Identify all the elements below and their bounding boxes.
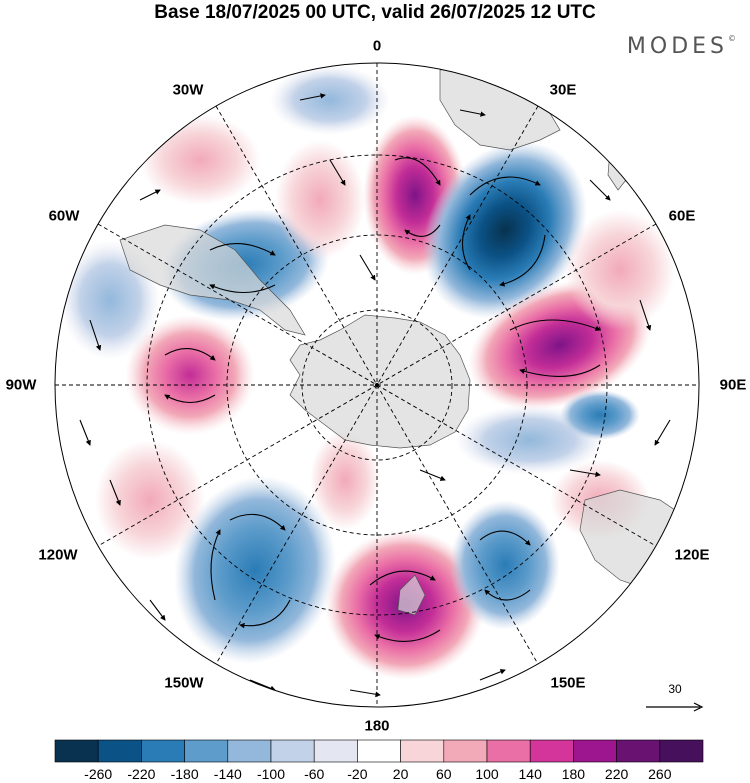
- colorbar-tick-label: -220: [127, 766, 156, 782]
- colorbar-tick-label: -60: [304, 766, 325, 782]
- colorbar-segment: [443, 739, 488, 763]
- lon-label-180: 180: [364, 717, 390, 735]
- wind-vectors: [79, 93, 671, 697]
- colorbar-segment: [357, 739, 401, 763]
- lon-label-90w: 90W: [5, 376, 37, 394]
- colorbar-tick-label: -260: [84, 766, 113, 782]
- colorbar-segment: [54, 739, 99, 763]
- colorbar-tick-label: 140: [518, 766, 542, 782]
- colorbar-tick-label: 100: [475, 766, 499, 782]
- lon-label-30e: 30E: [549, 81, 577, 99]
- colorbar-segment: [97, 739, 142, 763]
- colorbar-segment: [529, 739, 574, 763]
- reference-vector-label: 30: [668, 682, 682, 696]
- south-america-outline: [119, 224, 306, 336]
- colorbar-tick-label: 260: [648, 766, 672, 782]
- colorbar-tick-label: -180: [170, 766, 199, 782]
- lon-label-90e: 90E: [719, 376, 747, 394]
- map-title: Base 18/07/2025 00 UTC, valid 26/07/2025…: [154, 2, 596, 23]
- colorbar-segment: [573, 739, 617, 763]
- colorbar-segment: [184, 739, 229, 763]
- colorbar-segment: [313, 739, 358, 763]
- lon-label-0: 0: [372, 37, 382, 55]
- lon-label-150e: 150E: [550, 674, 586, 692]
- lon-label-30w: 30W: [172, 81, 204, 99]
- map-boundary: [54, 62, 700, 708]
- colorbar-tick-label: 220: [604, 766, 629, 782]
- colorbar: -260 -220 -180 -140 -100 -60 -20 20 60 100 140 180 2…: [0, 738, 750, 783]
- colorbar-segment: [659, 739, 704, 763]
- reference-vector: 30: [640, 680, 710, 720]
- colorbar-segment: [227, 739, 272, 763]
- lon-label-150w: 150W: [164, 674, 204, 692]
- lon-label-60w: 60W: [48, 207, 80, 225]
- anomaly-field: [60, 65, 675, 680]
- lon-label-120e: 120E: [674, 546, 710, 564]
- polar-map: [54, 62, 700, 708]
- colorbar-segment: [270, 739, 315, 763]
- antarctica-outline: [289, 314, 471, 449]
- colorbar-tick-label: -140: [213, 766, 242, 782]
- lon-label-60e: 60E: [668, 207, 696, 225]
- colorbar-tick-label: -20: [347, 766, 368, 782]
- brand-logo: MODES©: [626, 34, 736, 59]
- colorbar-tick-label: 180: [561, 766, 586, 782]
- new-zealand-outline: [397, 574, 426, 616]
- colorbar-tick-label: 60: [436, 766, 452, 782]
- colorbar-segment: [141, 739, 185, 763]
- colorbar-segment: [400, 739, 445, 763]
- colorbar-tick-label: 20: [392, 766, 409, 782]
- colorbar-segment: [616, 739, 661, 763]
- lon-label-120w: 120W: [38, 546, 78, 564]
- colorbar-segment: [486, 739, 531, 763]
- colorbar-tick-label: -100: [256, 766, 286, 782]
